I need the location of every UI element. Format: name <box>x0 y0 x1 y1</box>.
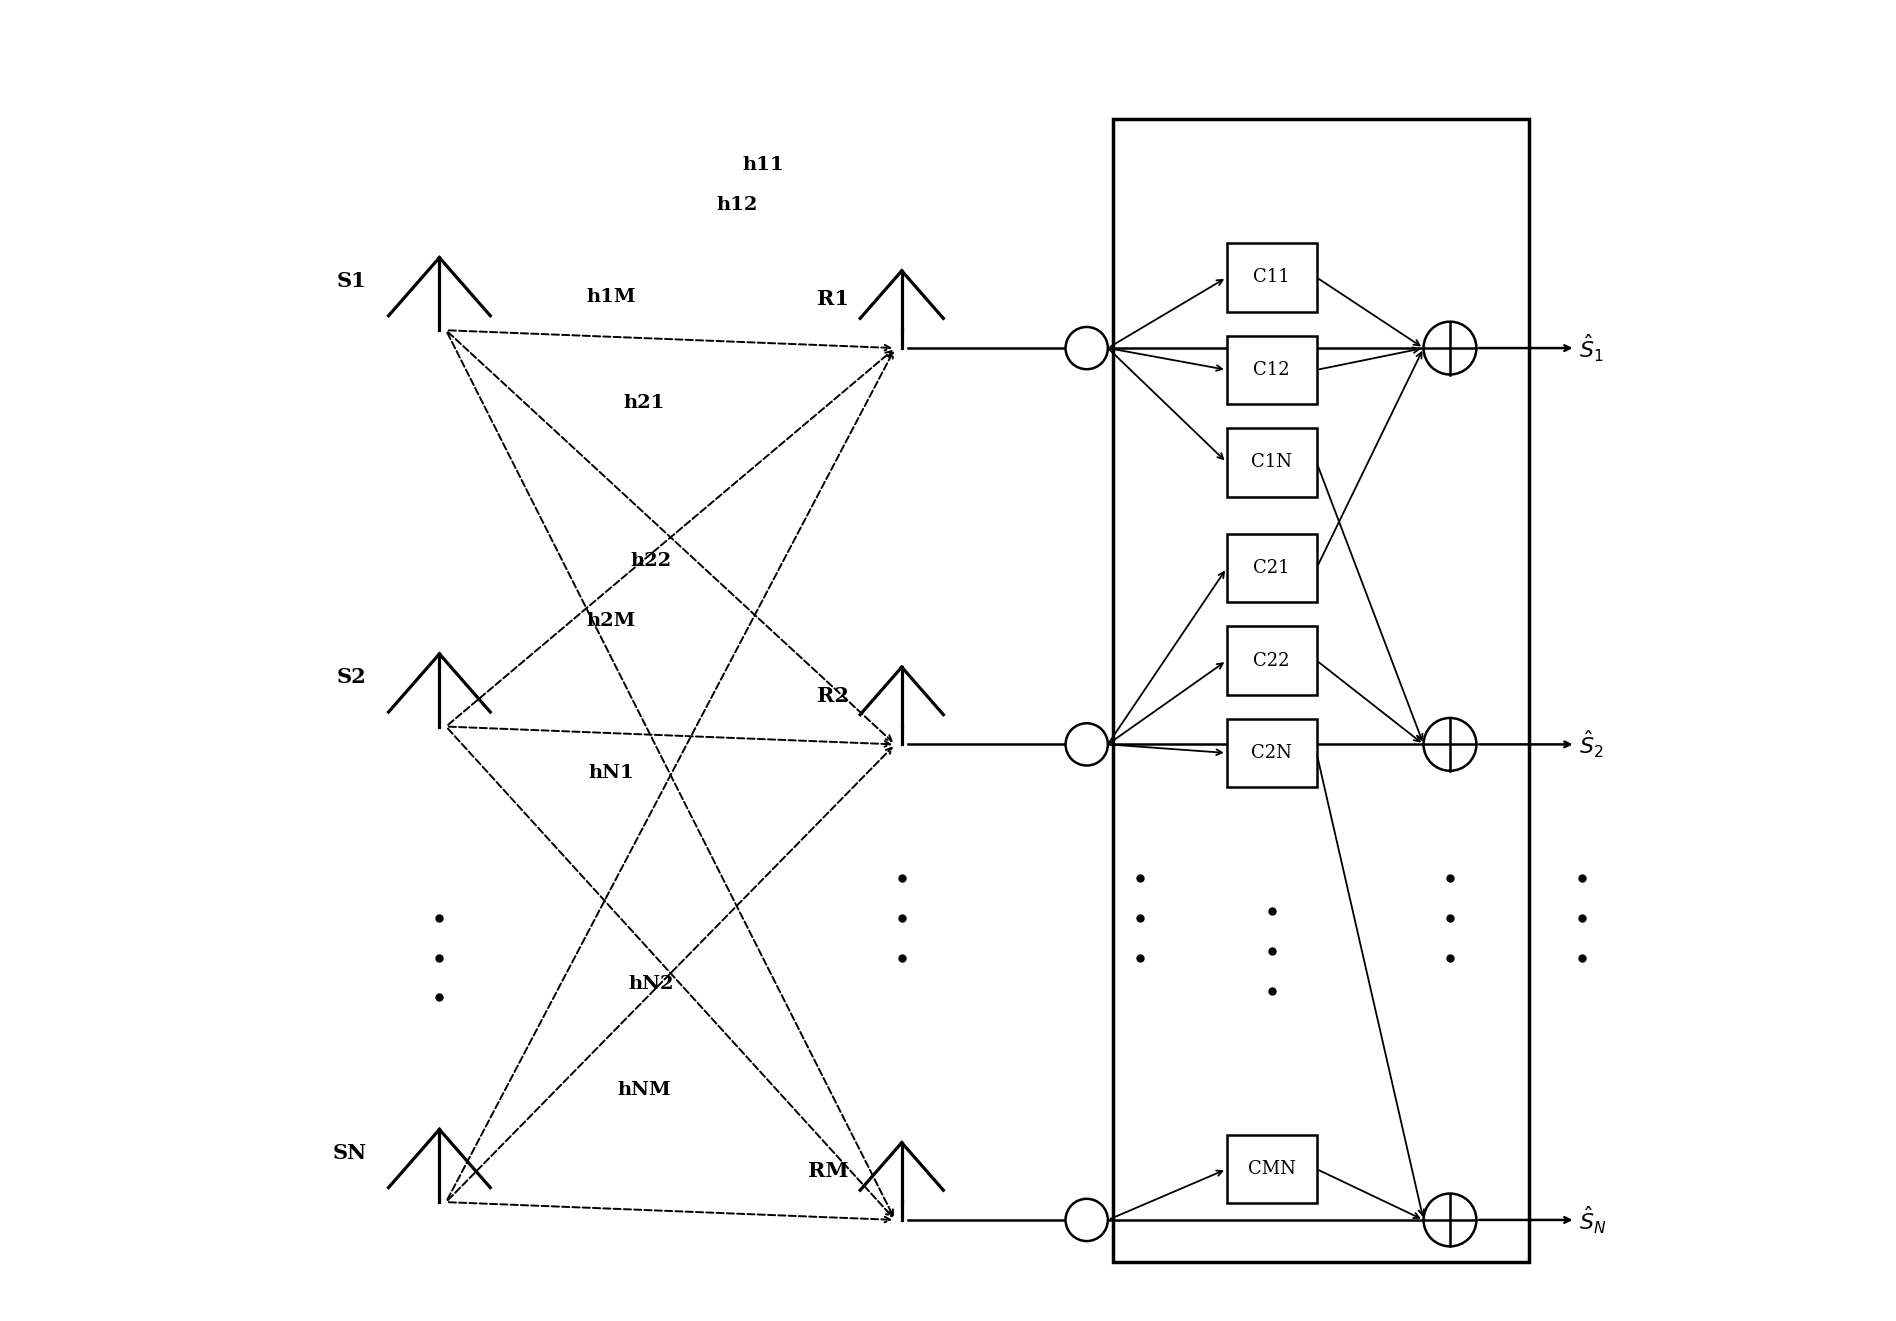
Circle shape <box>1066 1199 1107 1242</box>
Text: $\hat{S}_N$: $\hat{S}_N$ <box>1579 1205 1608 1235</box>
Text: h12: h12 <box>717 196 757 214</box>
Text: C1N: C1N <box>1251 453 1293 472</box>
Text: CMN: CMN <box>1248 1160 1295 1178</box>
FancyBboxPatch shape <box>1227 336 1316 404</box>
FancyBboxPatch shape <box>1227 428 1316 497</box>
Text: hN2: hN2 <box>628 975 673 993</box>
Circle shape <box>1424 719 1477 770</box>
FancyBboxPatch shape <box>1113 119 1530 1262</box>
Text: R1: R1 <box>817 289 849 309</box>
Circle shape <box>1424 1194 1477 1247</box>
Text: C2N: C2N <box>1251 744 1291 762</box>
Circle shape <box>1066 326 1107 369</box>
Text: $\hat{S}_1$: $\hat{S}_1$ <box>1579 333 1604 363</box>
Text: C11: C11 <box>1253 268 1289 287</box>
Text: hN1: hN1 <box>588 764 633 782</box>
Text: hNM: hNM <box>618 1081 671 1099</box>
Text: S1: S1 <box>337 271 366 291</box>
Text: R2: R2 <box>817 686 849 705</box>
Text: $\hat{S}_2$: $\hat{S}_2$ <box>1579 729 1604 760</box>
Text: RM: RM <box>808 1161 849 1181</box>
Circle shape <box>1066 724 1107 766</box>
Text: h11: h11 <box>741 156 783 174</box>
Text: h2M: h2M <box>586 612 635 630</box>
Text: h21: h21 <box>624 394 665 412</box>
Text: h1M: h1M <box>586 288 635 306</box>
Text: C21: C21 <box>1253 559 1289 577</box>
FancyBboxPatch shape <box>1227 534 1316 602</box>
Text: C12: C12 <box>1253 361 1289 379</box>
Circle shape <box>1424 322 1477 375</box>
Text: SN: SN <box>332 1143 366 1162</box>
FancyBboxPatch shape <box>1227 626 1316 695</box>
Text: S2: S2 <box>337 667 366 687</box>
Text: h22: h22 <box>629 552 671 571</box>
Text: C22: C22 <box>1253 651 1289 670</box>
FancyBboxPatch shape <box>1227 1135 1316 1203</box>
FancyBboxPatch shape <box>1227 243 1316 312</box>
FancyBboxPatch shape <box>1227 719 1316 787</box>
